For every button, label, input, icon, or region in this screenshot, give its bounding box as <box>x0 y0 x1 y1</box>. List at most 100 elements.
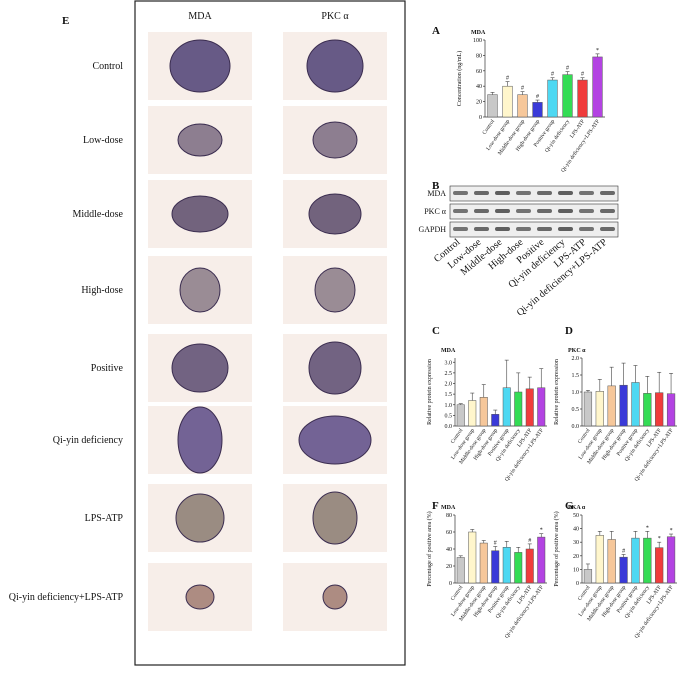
bar <box>491 550 500 584</box>
y-tick-label: 2.0 <box>572 356 580 362</box>
y-tick-label: 100 <box>473 38 482 44</box>
bar <box>562 74 573 118</box>
bar <box>643 537 652 584</box>
blot-band <box>474 191 489 195</box>
tissue-section <box>169 39 231 93</box>
bar <box>619 556 628 584</box>
bar <box>631 537 640 584</box>
y-axis-label: Percentage of positive area (%) <box>426 511 433 586</box>
y-tick-label: 60 <box>476 69 482 75</box>
tissue-section <box>308 341 362 395</box>
blot-band <box>453 191 468 195</box>
y-tick-label: 0.0 <box>445 424 453 430</box>
blot-band <box>495 191 510 195</box>
tissue-section <box>314 267 356 313</box>
bar <box>631 382 640 427</box>
y-tick-label: 50 <box>573 513 579 519</box>
significance-marker: # <box>551 72 554 78</box>
y-tick-label: 80 <box>476 53 482 59</box>
bar <box>592 56 603 118</box>
y-tick-label: 0.0 <box>572 424 580 430</box>
blot-band <box>495 209 510 213</box>
x-tick-label: Control <box>482 118 497 136</box>
y-tick-label: 80 <box>446 513 452 519</box>
tissue-section <box>322 584 348 610</box>
blot-band <box>537 191 552 195</box>
bar <box>487 94 498 118</box>
blot-band <box>600 209 615 213</box>
bar <box>583 569 593 584</box>
bar <box>537 536 546 584</box>
tissue-section <box>185 584 215 610</box>
bar <box>655 547 664 584</box>
y-tick-label: 40 <box>573 527 579 533</box>
significance-marker: * <box>540 528 543 534</box>
blot-band <box>516 227 531 231</box>
bar <box>525 388 534 427</box>
y-tick-label: 10 <box>573 567 579 573</box>
significance-marker: # <box>528 538 531 544</box>
bar <box>547 79 558 118</box>
bar <box>468 400 477 427</box>
bar <box>491 414 500 427</box>
panel-label: B <box>432 180 440 192</box>
y-axis-label: Relative protein expression <box>427 359 433 425</box>
y-tick-label: 0 <box>576 581 579 587</box>
panel-label: G <box>565 500 574 512</box>
blot-band <box>495 227 510 231</box>
y-tick-label: 2.0 <box>445 382 453 388</box>
panel-label: A <box>432 25 440 37</box>
blot-band <box>579 227 594 231</box>
panel-label: E <box>62 15 69 27</box>
y-tick-label: 0 <box>449 581 452 587</box>
bar <box>525 548 534 584</box>
y-tick-label: 60 <box>446 530 452 536</box>
band-label: MDA <box>427 189 446 198</box>
y-tick-label: 20 <box>446 564 452 570</box>
row-label: Middle-dose <box>72 209 123 220</box>
chart-title: MDA <box>441 348 456 354</box>
y-tick-label: 30 <box>573 540 579 546</box>
bar <box>595 391 604 427</box>
chart-title: MDA <box>441 505 456 511</box>
row-label: Qi-yin deficiency+LPS-ATP <box>9 592 124 603</box>
blot-band <box>516 209 531 213</box>
blot-band <box>537 227 552 231</box>
significance-marker: * <box>646 525 649 531</box>
tissue-section <box>308 193 362 235</box>
tissue-section <box>177 123 223 157</box>
row-label: Positive <box>91 363 124 374</box>
bar <box>514 391 523 427</box>
bar <box>619 384 628 427</box>
significance-marker: # <box>521 86 524 92</box>
blot-band <box>558 227 573 231</box>
tissue-section <box>175 493 225 543</box>
y-tick-label: 3.0 <box>445 360 453 366</box>
y-tick-label: 20 <box>476 100 482 106</box>
column-header: MDA <box>188 11 212 22</box>
blot-band <box>600 191 615 195</box>
bar <box>537 387 546 427</box>
tissue-section <box>312 121 358 159</box>
blot-band <box>579 209 594 213</box>
tissue-section <box>312 491 358 545</box>
row-label: Control <box>92 61 123 72</box>
blot-band <box>453 209 468 213</box>
significance-marker: # <box>581 72 584 78</box>
y-tick-label: 1.5 <box>445 392 453 398</box>
bar <box>502 547 511 584</box>
chart-title: PKA α <box>568 505 586 511</box>
y-axis-label: Percentage of positive area (%) <box>553 511 560 586</box>
bar <box>456 404 465 427</box>
bar <box>468 531 477 584</box>
panel-label: D <box>565 325 573 337</box>
bar <box>607 385 616 427</box>
chart-title: PKC α <box>568 348 586 354</box>
blot-strip <box>449 221 619 238</box>
significance-marker: # <box>506 76 509 82</box>
bar <box>532 102 543 118</box>
significance-marker: # <box>494 540 497 546</box>
bar <box>479 397 488 427</box>
tissue-section <box>171 195 229 233</box>
